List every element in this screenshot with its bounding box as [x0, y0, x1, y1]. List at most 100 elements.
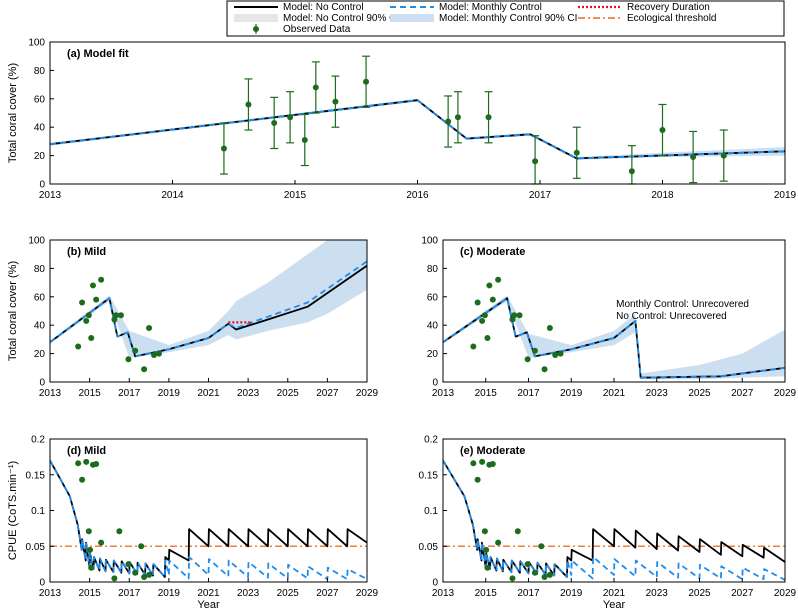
legend-swatch-point — [253, 26, 259, 32]
legend-label: Ecological threshold — [627, 13, 717, 24]
observed-point — [538, 543, 545, 550]
y-tick-label: 0.1 — [31, 506, 45, 517]
x-tick-label: 2017 — [517, 588, 540, 599]
x-tick-label: 2023 — [237, 588, 260, 599]
observed-point — [79, 476, 86, 483]
y-tick-label: 20 — [34, 151, 46, 162]
legend-item: Observed Data — [253, 24, 351, 35]
observed-point — [514, 528, 521, 535]
panel-b: 2013 2015 2017 2019 2021 2023 2025 2027 2029 0 20 4… — [7, 236, 379, 400]
y-tick-label: 60 — [34, 292, 46, 303]
legend-item: Model: No Control 90% CI — [234, 13, 399, 24]
x-tick-label: 2017 — [118, 388, 141, 399]
plot-area — [50, 98, 785, 160]
x-tick-label: 2014 — [161, 190, 184, 201]
y-tick-label: 100 — [28, 236, 45, 247]
observed-point — [132, 347, 139, 354]
x-tick-label: 2013 — [39, 388, 62, 399]
panel-c: 2013 2015 2017 2019 2021 2023 2025 2027 2029 0 20 4… — [421, 236, 796, 400]
panel-title: (b) Mild — [67, 246, 106, 258]
legend-label: Model: No Control 90% CI — [283, 13, 399, 24]
observed-point — [481, 528, 488, 535]
y-axis-label: Total coral cover (%) — [7, 63, 19, 163]
observed-point — [93, 461, 100, 468]
legend-swatch-patch — [390, 14, 434, 22]
observed-point — [141, 366, 148, 373]
x-tick-label: 2021 — [197, 588, 220, 599]
legend-item: Model: No Control — [234, 2, 364, 13]
y-tick-label: 0 — [39, 378, 45, 389]
observed-point — [116, 528, 123, 535]
observed-point — [524, 356, 531, 363]
y-tick-label: 80 — [34, 264, 46, 275]
x-tick-label: 2015 — [475, 388, 498, 399]
x-tick-label: 2017 — [529, 190, 552, 201]
observed-point — [85, 312, 92, 319]
observed-point — [479, 317, 486, 324]
y-tick-label: 100 — [421, 236, 438, 247]
observed-point — [511, 312, 518, 319]
x-tick-label: 2013 — [39, 190, 62, 201]
x-tick-label: 2013 — [432, 388, 455, 399]
observed-point — [88, 564, 95, 571]
y-tick-label: 40 — [427, 321, 439, 332]
panel-a: 2013 2014 2015 2016 2017 2018 2019 0 20 40 60 80 100… — [7, 38, 797, 202]
observed-point — [516, 312, 523, 319]
observed-point — [495, 539, 502, 546]
observed-point — [495, 276, 502, 283]
observed-point — [720, 152, 727, 159]
observed-point — [363, 78, 370, 85]
y-tick-label: 0.1 — [424, 506, 438, 517]
observed-point — [470, 460, 477, 467]
observed-point — [485, 114, 492, 121]
observed-point — [111, 575, 118, 582]
x-tick-label: 2017 — [517, 388, 540, 399]
legend-swatch-patch — [234, 14, 278, 22]
observed-point — [659, 127, 666, 134]
x-tick-label: 2027 — [316, 388, 339, 399]
y-tick-label: 40 — [34, 123, 46, 134]
series-monthly-control — [443, 459, 785, 581]
observed-point — [532, 158, 539, 165]
observed-point — [474, 299, 481, 306]
x-tick-label: 2019 — [560, 588, 583, 599]
x-tick-label: 2027 — [731, 588, 754, 599]
observed-point — [88, 334, 95, 341]
axes-frame — [442, 438, 786, 583]
observed-point — [573, 149, 580, 156]
observed-point — [524, 561, 531, 568]
y-tick-label: 0.05 — [419, 542, 439, 553]
annotation-text: Monthly Control: Unrecovered — [616, 299, 749, 310]
panel-title: (d) Mild — [67, 445, 106, 457]
panel-d: 2013 2015 2017 2019 2021 2023 2025 2027 2029 0 0.0… — [7, 435, 379, 612]
ci-band-monthly — [50, 240, 367, 358]
legend-item: Recovery Duration — [578, 2, 710, 13]
observed-point — [474, 476, 481, 483]
y-tick-label: 40 — [34, 321, 46, 332]
observed-point — [85, 528, 92, 535]
x-tick-label: 2019 — [560, 388, 583, 399]
observed-point — [484, 564, 491, 571]
plot-area — [443, 295, 785, 380]
legend-box — [226, 0, 785, 37]
y-tick-label: 0.2 — [424, 435, 438, 446]
observed-point — [89, 282, 96, 289]
observed-point — [483, 546, 490, 553]
observed-point — [146, 571, 153, 578]
observed-point — [628, 168, 635, 175]
observed-point — [125, 356, 132, 363]
observed-point — [454, 114, 461, 121]
observed-point — [151, 352, 158, 359]
x-tick-label: 2023 — [646, 388, 669, 399]
y-tick-label: 60 — [427, 292, 439, 303]
observed-point — [98, 539, 105, 546]
observed-point — [83, 317, 90, 324]
x-tick-label: 2021 — [197, 388, 220, 399]
x-tick-label: 2013 — [432, 588, 455, 599]
x-tick-label: 2029 — [774, 388, 797, 399]
x-tick-label: 2013 — [39, 588, 62, 599]
x-tick-label: 2021 — [603, 588, 626, 599]
observed-point — [557, 350, 564, 357]
x-tick-label: 2029 — [774, 588, 797, 599]
